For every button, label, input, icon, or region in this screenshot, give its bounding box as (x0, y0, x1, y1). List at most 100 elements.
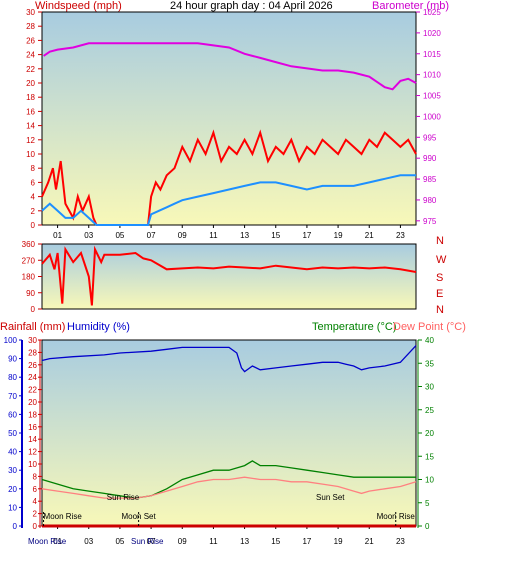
humidity-tick-label: 40 (8, 448, 17, 457)
direction-tick-label: 180 (22, 273, 36, 282)
wind-xtick-label: 19 (334, 231, 343, 240)
rain-tick-label: 24 (28, 373, 37, 382)
temp-tick-label: 25 (425, 406, 434, 415)
astro-markers: Sun Rise Sun Set Moon Rise Moon Set Moon Ris… (43, 493, 416, 526)
chart-title: 24 hour graph day : 04 April 2026 (170, 0, 333, 12)
wind-xtick-label: 17 (302, 231, 311, 240)
temperature-line (41, 460, 416, 499)
barometer-tick-label: 1005 (423, 92, 441, 101)
temp-tick-label: 30 (425, 383, 434, 392)
temp-tick-label: 0 (425, 522, 430, 531)
temp-series-group (41, 345, 417, 528)
direction-left-axis: 0 90 180 270 360 (22, 240, 42, 314)
temp-tick-label: 35 (425, 359, 434, 368)
temp-xtick-label: 23 (396, 537, 405, 546)
wind-tick-label: 22 (26, 65, 35, 74)
wind-xtick-label: 01 (53, 231, 62, 240)
rain-tick-label: 22 (28, 386, 37, 395)
rain-tick-label: 6 (33, 485, 38, 494)
temp-tick-label: 10 (425, 476, 434, 485)
temp-xtick-label: 03 (84, 537, 93, 546)
humidity-tick-label: 100 (4, 336, 18, 345)
temp-xtick-label: 13 (240, 537, 249, 546)
compass-label: N (436, 235, 444, 247)
compass-label: W (436, 254, 447, 266)
wind-xtick-label: 15 (271, 231, 280, 240)
rain-tick-label: 16 (28, 423, 37, 432)
wind-tick-label: 6 (31, 178, 36, 187)
temperature-axis-title: Temperature (°C) (312, 321, 396, 333)
moonrise-annotation: Moon Rise (44, 512, 83, 521)
humidity-tick-label: 50 (8, 429, 17, 438)
rain-tick-label: 20 (28, 398, 37, 407)
wind-tick-label: 18 (26, 93, 35, 102)
direction-tick-label: 360 (22, 240, 36, 249)
direction-tick-label: 270 (22, 256, 36, 265)
wind-direction-line (41, 245, 417, 306)
wind-xtick-label: 11 (209, 231, 218, 240)
moonrise2-annotation: Moon Rise (377, 512, 416, 521)
rain-tick-label: 12 (28, 448, 37, 457)
rain-tick-label: 26 (28, 361, 37, 370)
direction-tick-label: 90 (26, 289, 35, 298)
wind-xtick-label: 09 (178, 231, 187, 240)
compass-label: E (436, 288, 443, 300)
temp-xtick-label: 11 (209, 537, 218, 546)
barometer-tick-label: 985 (423, 175, 437, 184)
direction-series-group (41, 245, 417, 306)
wind-tick-label: 24 (26, 51, 35, 60)
humidity-line (41, 345, 417, 373)
wind-tick-label: 16 (26, 107, 35, 116)
humidity-tick-label: 20 (8, 485, 17, 494)
wind-x-axis: 01 03 05 07 09 11 13 15 17 19 21 23 (53, 225, 405, 240)
temp-xtick-label: 15 (271, 537, 280, 546)
wind-axis-title: Windspeed (mph) (35, 0, 122, 12)
wind-xtick-label: 23 (396, 231, 405, 240)
barometer-tick-label: 980 (423, 196, 437, 205)
barometer-tick-label: 1025 (423, 8, 441, 17)
wind-average-line (41, 174, 416, 226)
wind-tick-label: 14 (26, 122, 35, 131)
wind-tick-label: 30 (26, 8, 35, 17)
temp-xtick-label: 01 (53, 537, 62, 546)
rain-tick-label: 8 (33, 472, 38, 481)
wind-tick-label: 4 (31, 193, 36, 202)
temperature-axis: 0 5 10 15 20 25 30 35 40 (418, 336, 434, 531)
dewpoint-line (41, 476, 417, 499)
sunset-annotation: Sun Set (316, 493, 345, 502)
compass-label: S (436, 272, 443, 284)
rain-tick-label: 28 (28, 348, 37, 357)
rain-tick-label: 0 (33, 522, 38, 531)
barometer-tick-label: 1015 (423, 50, 441, 59)
temp-tick-label: 20 (425, 429, 434, 438)
wind-gust-line (41, 129, 417, 226)
temp-tick-label: 5 (425, 499, 430, 508)
moonset-annotation: Moon Set (121, 512, 156, 521)
temp-tick-label: 40 (425, 336, 434, 345)
wind-tick-label: 12 (26, 136, 35, 145)
humidity-tick-label: 80 (8, 373, 17, 382)
temp-xtick-label: 21 (365, 537, 374, 546)
wind-tick-label: 2 (31, 207, 36, 216)
barometer-right-axis: 975 980 985 990 995 1000 1005 1010 1015 1020 1025 (416, 8, 441, 226)
wind-xtick-label: 13 (240, 231, 249, 240)
barometer-tick-label: 995 (423, 133, 437, 142)
rain-tick-label: 14 (28, 435, 37, 444)
barometer-tick-label: 975 (423, 217, 437, 226)
compass-label: N (436, 304, 444, 316)
barometer-axis-title: Barometer (mb) (372, 0, 449, 12)
rain-tick-label: 2 (33, 510, 38, 519)
barometer-tick-label: 1010 (423, 71, 441, 80)
direction-tick-label: 0 (31, 305, 36, 314)
wind-tick-label: 26 (26, 36, 35, 45)
temp-panel-bg (41, 339, 417, 527)
rain-tick-label: 18 (28, 410, 37, 419)
wind-xtick-label: 07 (147, 231, 156, 240)
rain-tick-label: 30 (28, 336, 37, 345)
wind-xtick-label: 03 (84, 231, 93, 240)
barometer-tick-label: 1000 (423, 112, 441, 121)
wind-tick-label: 8 (31, 164, 36, 173)
